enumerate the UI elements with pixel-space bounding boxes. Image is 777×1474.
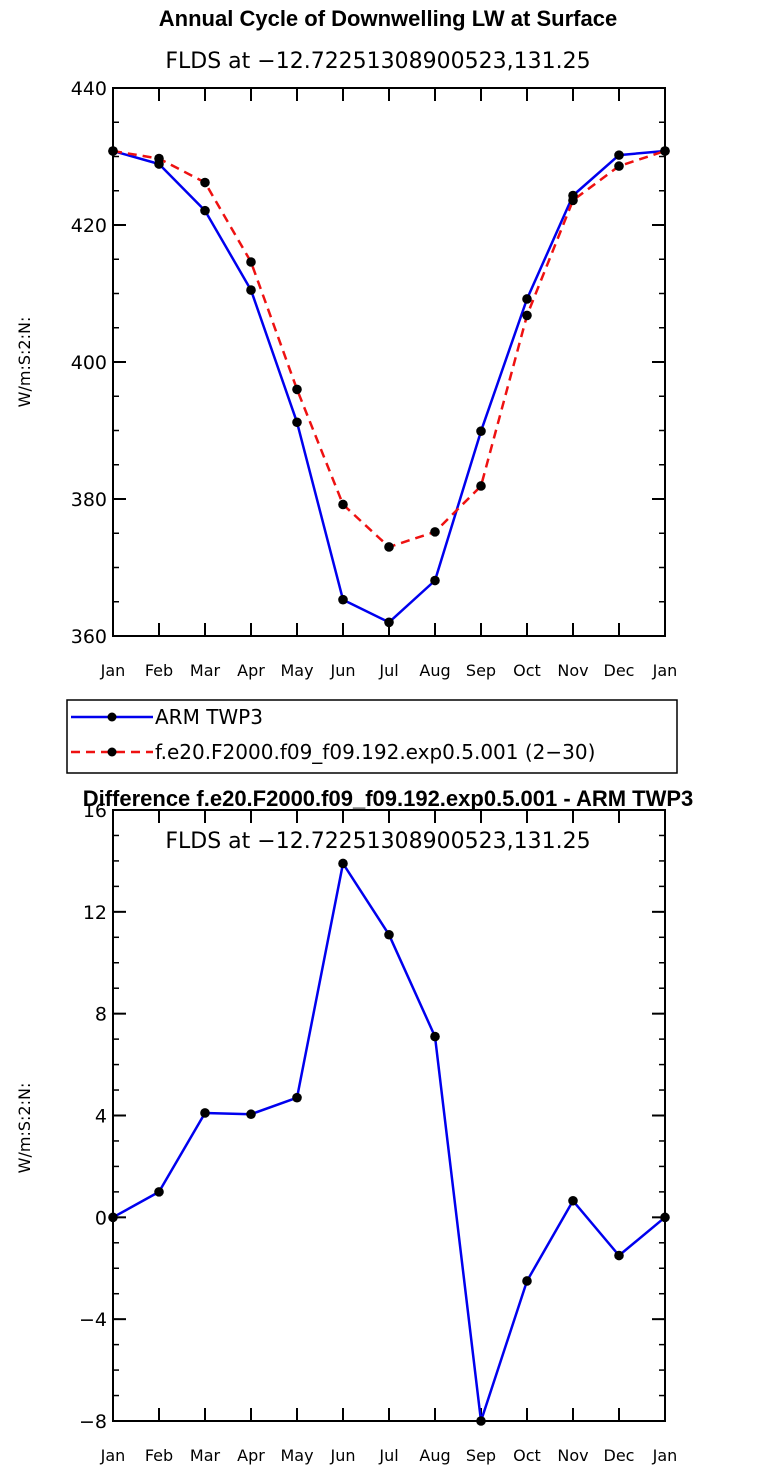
chart1-series-1-point [522, 310, 532, 321]
chart2-series-0-point [338, 858, 348, 869]
chart2-x-tick-label: Sep [466, 1446, 496, 1465]
chart1-series-0-point [338, 594, 348, 605]
legend-marker-arm-twp3 [107, 712, 117, 722]
chart1-series-1-point [384, 542, 394, 552]
chart1-series-0-point [614, 150, 624, 160]
chart1-axes: 360 380 400 420 440 Jan Feb Mar Apr May Jun Jul Aug S… [71, 78, 678, 680]
chart2-x-tick-label: Mar [190, 1446, 221, 1465]
chart1-y-tick-label: 440 [71, 78, 107, 100]
chart2-series-0-point [568, 1195, 578, 1206]
chart1-y-tick-label: 420 [71, 215, 107, 237]
chart2-x-tick-label: Jan [652, 1446, 678, 1465]
chart2-y-tick-label: 4 [95, 1106, 107, 1128]
legend-label-model: f.e20.F2000.f09_f09.192.exp0.5.001 (2−30… [155, 740, 595, 764]
chart2-series-0-point [292, 1092, 302, 1103]
chart1-series-1-point [246, 257, 256, 267]
chart2-plot-frame [112, 809, 666, 1422]
chart1-series-0-point [430, 575, 440, 586]
chart2-x-tick-label: Jul [378, 1446, 398, 1465]
chart2-x-tick-label: May [280, 1446, 313, 1465]
chart1-x-tick-label: Jan [652, 661, 678, 680]
chart2-x-tick-label: Jan [100, 1446, 126, 1465]
chart2-x-tick-label: Aug [419, 1446, 450, 1465]
chart1-plot-frame [112, 87, 666, 637]
chart1-x-tick-label: Jul [378, 661, 398, 680]
chart2-series-0-point [522, 1276, 532, 1286]
chart2-series-0-point [476, 1416, 486, 1426]
chart2-y-tick-label: 0 [95, 1207, 107, 1229]
chart1-y-axis-label: W/m:S:2:N: [15, 317, 34, 408]
chart1-x-tick-label: Oct [513, 661, 541, 680]
chart1-series-0-point [246, 285, 256, 295]
chart2-series-0-point [614, 1250, 624, 1261]
chart1-series-1-point [476, 481, 486, 491]
chart1-x-tick-label: Jan [100, 661, 126, 680]
chart1-series-0-point [384, 617, 394, 628]
chart1-series-0-point [292, 417, 302, 428]
chart1-series-1-point [154, 153, 164, 164]
chart1-x-tick-label: Mar [190, 661, 221, 680]
chart1-subtitle: FLDS at −12.72251308900523,131.25 [165, 49, 590, 74]
chart2-y-tick-label: −4 [79, 1309, 107, 1331]
chart1-y-tick-label: 360 [71, 626, 107, 648]
chart2-title: Difference f.e20.F2000.f09_f09.192.exp0.… [83, 786, 694, 811]
chart1-series-1-point [200, 177, 210, 188]
chart-difference: Difference f.e20.F2000.f09_f09.192.exp0.… [15, 786, 693, 1465]
chart1-series-line-1 [112, 149, 666, 549]
chart2-y-tick-label: 12 [83, 902, 107, 924]
chart2-series-0-point [384, 929, 394, 940]
chart2-series-0-point [430, 1031, 440, 1042]
chart1-series-group [108, 146, 670, 628]
chart2-series-line-0 [112, 862, 666, 1423]
chart1-series-1-point [292, 384, 302, 395]
chart1-series-1-point [568, 195, 578, 206]
chart1-title: Annual Cycle of Downwelling LW at Surfac… [159, 6, 617, 31]
chart1-x-tick-label: Feb [145, 661, 173, 680]
chart1-x-tick-label: Nov [557, 661, 588, 680]
chart1-series-1-point [338, 499, 348, 510]
chart1-y-tick-label: 400 [71, 352, 107, 374]
chart2-y-tick-label: 16 [83, 800, 107, 822]
chart2-x-tick-label: Nov [557, 1446, 588, 1465]
chart1-x-tick-label: Dec [604, 661, 635, 680]
chart-annual-cycle: Annual Cycle of Downwelling LW at Surfac… [15, 6, 678, 774]
chart2-series-0-point [660, 1212, 670, 1223]
chart2-series-0-point [154, 1187, 164, 1197]
chart1-series-0-point [200, 205, 210, 216]
chart2-y-tick-label: −8 [79, 1411, 107, 1433]
chart2-x-tick-label: Feb [145, 1446, 173, 1465]
chart2-series-0-point [246, 1109, 256, 1120]
chart1-series-0-point [522, 294, 532, 304]
chart1-series-1-point [614, 161, 624, 171]
chart1-series-0-point [476, 426, 486, 436]
chart2-series-group [108, 858, 670, 1426]
chart2-x-tick-label: Oct [513, 1446, 541, 1465]
chart1-x-tick-label: Aug [419, 661, 450, 680]
chart2-axes: −8 −4 0 4 8 12 16 Jan Feb Mar Apr May Jun Jul Aug Sep Oc… [79, 800, 677, 1465]
chart1-x-tick-label: Apr [237, 661, 265, 680]
chart2-x-tick-label: Apr [237, 1446, 265, 1465]
chart1-y-tick-label: 380 [71, 489, 107, 511]
chart2-x-tick-label: Jun [330, 1446, 356, 1465]
chart2-series-0-point [108, 1212, 118, 1223]
chart1-series-1-point [430, 527, 440, 537]
chart1-x-tick-label: Jun [330, 661, 356, 680]
chart2-subtitle: FLDS at −12.72251308900523,131.25 [165, 829, 590, 854]
chart2-y-axis-label: W/m:S:2:N: [15, 1083, 34, 1174]
legend-label-arm-twp3: ARM TWP3 [155, 705, 263, 729]
chart1-x-tick-label: May [280, 661, 313, 680]
chart1-x-tick-label: Sep [466, 661, 496, 680]
chart2-y-tick-label: 8 [95, 1004, 107, 1026]
chart1-series-1-point [108, 146, 118, 156]
chart1-legend: ARM TWP3 f.e20.F2000.f09_f09.192.exp0.5.… [66, 699, 678, 774]
legend-box [66, 699, 678, 774]
chart2-x-tick-label: Dec [604, 1446, 635, 1465]
chart1-series-1-point [660, 146, 670, 156]
legend-marker-model [107, 747, 117, 757]
chart2-series-0-point [200, 1108, 210, 1118]
